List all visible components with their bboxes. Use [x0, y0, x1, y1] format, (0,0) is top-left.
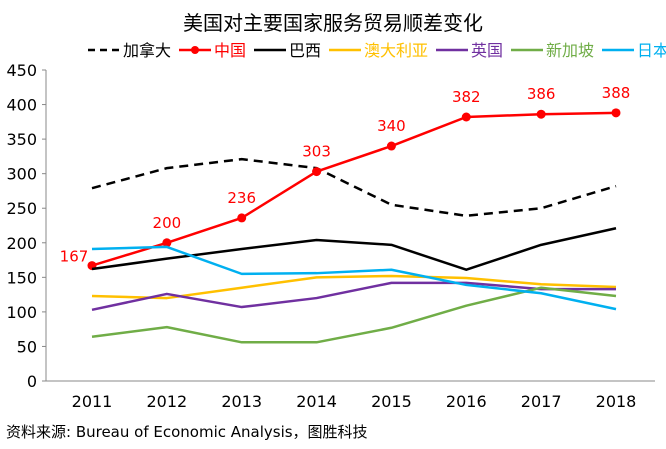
x-tick-label: 2015: [371, 392, 412, 411]
series-日本: [91, 245, 617, 311]
y-tick-label: 100: [6, 303, 37, 322]
legend-label: 澳大利亚: [364, 41, 428, 60]
legend-item: 加拿大: [88, 41, 171, 60]
data-label: 236: [227, 189, 256, 207]
data-point: [386, 141, 396, 151]
y-tick-label: 50: [17, 337, 37, 356]
y-tick-label: 350: [6, 130, 37, 149]
data-label: 386: [527, 85, 556, 103]
data-point: [611, 108, 621, 118]
series-中国: 167 200 236 303 340 382 386 388: [60, 84, 631, 271]
source-note: 资料来源: Bureau of Economic Analysis，图胜科技: [6, 423, 368, 441]
data-label: 200: [153, 214, 182, 232]
legend-label: 巴西: [289, 41, 321, 60]
x-tick-label: 2016: [446, 392, 487, 411]
legend-item: 澳大利亚: [329, 41, 428, 60]
legend-label: 英国: [471, 41, 503, 60]
legend-label: 日本: [637, 41, 666, 60]
data-point: [237, 213, 247, 223]
data-point: [312, 167, 322, 177]
legend-marker: [191, 46, 199, 54]
x-tick-label: 2012: [146, 392, 187, 411]
legend: 加拿大 中国 巴西 澳大利亚 英国 新加坡 日本: [88, 41, 666, 60]
axes: 0 50 100 150 200 250 300 350 400 450 2011 2012 2013 2…: [6, 61, 655, 411]
chart-title: 美国对主要国家服务贸易顺差变化: [183, 11, 483, 35]
legend-item: 巴西: [254, 41, 321, 60]
series-新加坡: [91, 286, 617, 344]
series-line: [91, 157, 617, 218]
data-label: 388: [602, 84, 631, 102]
series-巴西: [91, 227, 617, 271]
data-label: 340: [377, 117, 406, 135]
legend-item: 日本: [602, 41, 666, 60]
series-line: [91, 286, 617, 344]
series-line: [91, 227, 617, 271]
legend-item: 英国: [436, 41, 503, 60]
y-tick-label: 450: [6, 61, 37, 80]
legend-label: 中国: [214, 41, 246, 60]
y-tick-label: 200: [6, 234, 37, 253]
data-point: [536, 109, 546, 119]
data-label: 167: [60, 248, 89, 266]
series-加拿大: [91, 157, 617, 218]
data-point: [461, 112, 471, 122]
series-line: [91, 281, 616, 312]
y-tick-label: 300: [6, 165, 37, 184]
series-lines: 167 200 236 303 340 382 386 388: [60, 84, 631, 344]
data-point: [162, 238, 172, 248]
x-tick-label: 2014: [296, 392, 337, 411]
x-tick-label: 2011: [72, 392, 113, 411]
data-label: 303: [302, 143, 331, 161]
legend-label: 加拿大: [123, 41, 171, 60]
series-line: [91, 245, 617, 311]
series-英国: [91, 281, 616, 312]
legend-label: 新加坡: [546, 41, 594, 60]
legend-item: 中国: [179, 41, 246, 60]
y-tick-label: 400: [6, 96, 37, 115]
legend-item: 新加坡: [511, 41, 594, 60]
data-label: 382: [452, 88, 481, 106]
y-tick-label: 250: [6, 199, 37, 218]
x-tick-label: 2018: [596, 392, 637, 411]
x-tick-label: 2017: [521, 392, 562, 411]
y-tick-label: 150: [6, 268, 37, 287]
series-line: [91, 111, 617, 267]
x-tick-label: 2013: [221, 392, 262, 411]
y-tick-label: 0: [27, 372, 37, 391]
